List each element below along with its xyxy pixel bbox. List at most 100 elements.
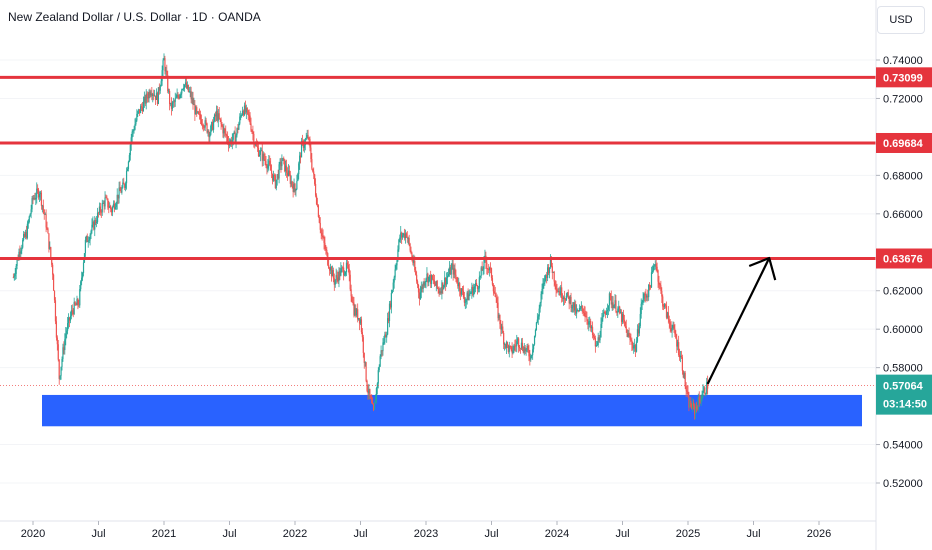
candle-body: [181, 89, 183, 94]
candle-body: [428, 276, 430, 283]
resistance-badge-label: 0.63676: [883, 254, 923, 266]
candle-body: [524, 347, 526, 352]
candle-body: [206, 123, 208, 133]
candle-body: [335, 275, 337, 280]
candle-body: [695, 407, 698, 408]
candle-body: [579, 307, 581, 309]
currency-button[interactable]: USD: [877, 6, 925, 34]
candle-body: [37, 188, 39, 191]
candle-body: [19, 251, 21, 254]
y-tick-label: 0.66000: [883, 209, 923, 221]
candle-body: [413, 260, 415, 264]
candle-body: [400, 232, 402, 238]
y-tick-label: 0.62000: [883, 286, 923, 298]
candle-body: [504, 344, 506, 345]
price-axis[interactable]: 0.74000 0.72000 0.68000 0.66000 0.62000 0.600…: [876, 55, 923, 490]
candle-body: [170, 102, 173, 109]
candle-body: [262, 153, 264, 161]
candle-body: [132, 130, 134, 132]
candle-body: [72, 310, 74, 315]
candle-body: [111, 206, 114, 213]
candle-body: [93, 221, 95, 230]
candle-body: [350, 289, 352, 297]
candle-body: [41, 205, 43, 207]
candle-body: [463, 297, 465, 303]
candle-body: [225, 130, 227, 135]
y-tick-label: 0.52000: [883, 478, 923, 490]
candle-body: [533, 344, 535, 350]
candle-body: [236, 128, 238, 136]
candle-body: [449, 267, 451, 275]
candle-body: [519, 348, 522, 349]
candle-body: [361, 332, 363, 338]
candle-body: [664, 304, 667, 306]
candle-body: [341, 267, 343, 269]
candle-body: [460, 291, 462, 295]
time-axis[interactable]: 2020 Jul 2021 Jul 2022 Jul 2023 Jul 2024 Jul 2025 J…: [21, 521, 831, 540]
candle-body: [237, 128, 239, 130]
candle-body: [63, 347, 65, 351]
candle-body: [620, 312, 622, 314]
candle-body: [512, 350, 514, 354]
candle-body: [692, 402, 694, 409]
candle-body: [349, 274, 351, 290]
candle-body: [560, 287, 562, 296]
candle-body: [474, 286, 476, 289]
candle-body: [515, 345, 517, 347]
candle-body: [325, 248, 327, 250]
candle-body: [461, 288, 464, 291]
candle-body: [423, 282, 425, 286]
candle-body: [154, 95, 156, 97]
candle-body: [468, 294, 470, 301]
candle-body: [654, 264, 656, 266]
candle-body: [599, 337, 601, 341]
current-price-badge: [876, 374, 932, 415]
candle-body: [15, 265, 17, 274]
candle-body: [313, 171, 315, 175]
candle-body: [691, 406, 693, 409]
candle-body: [383, 342, 385, 344]
candle-body: [408, 238, 410, 244]
candle-body: [192, 97, 194, 105]
candle-body: [160, 81, 162, 87]
candle-body: [58, 359, 60, 379]
candle-body: [174, 98, 176, 102]
candle-body: [18, 251, 20, 260]
resistance-badge-label: 0.69684: [883, 138, 924, 150]
candle-body: [358, 318, 361, 324]
candle-body: [272, 174, 275, 181]
candle-body: [482, 269, 484, 271]
x-tick-label: 2023: [414, 528, 438, 540]
candle-body: [462, 290, 465, 298]
candle-body: [467, 292, 469, 301]
candle-body: [401, 232, 403, 238]
candle-body: [128, 155, 130, 162]
candle-body: [469, 293, 471, 295]
candle-body: [394, 269, 396, 278]
candle-body: [176, 95, 178, 98]
candle-body: [472, 286, 474, 296]
candle-body: [67, 317, 70, 324]
candle-body: [249, 115, 251, 124]
candle-body: [658, 281, 660, 285]
candle-body: [56, 337, 58, 345]
candle-body: [605, 311, 608, 315]
candle-body: [571, 307, 573, 309]
candle-body: [520, 342, 523, 349]
candle-body: [458, 283, 460, 287]
candle-body: [277, 174, 279, 179]
candle-body: [707, 382, 709, 389]
candle-body: [121, 187, 123, 193]
candle-body: [27, 221, 29, 224]
candle-body: [696, 407, 698, 410]
candle-body: [178, 96, 180, 99]
candle-body: [433, 280, 436, 284]
candle-body: [278, 164, 280, 179]
candle-body: [407, 238, 409, 239]
candle-body: [645, 295, 647, 298]
candle-body: [534, 330, 537, 336]
candle-body: [26, 223, 28, 238]
candle-body: [683, 372, 685, 378]
candle-body: [544, 275, 546, 284]
